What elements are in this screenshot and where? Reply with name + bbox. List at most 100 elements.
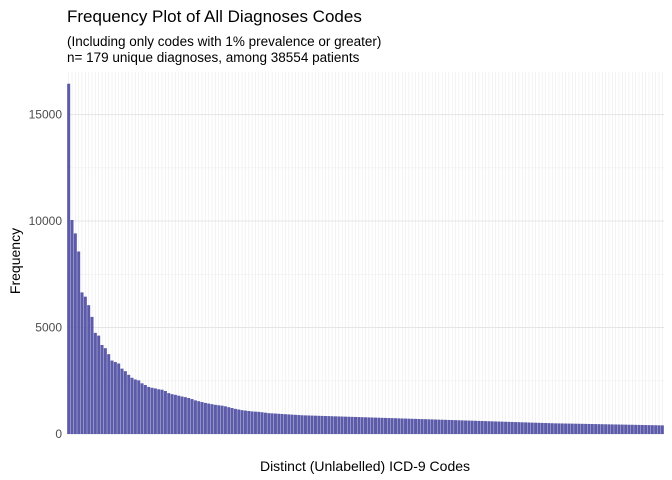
bar: [440, 419, 444, 434]
y-tick-label: 5000: [35, 321, 62, 335]
bar: [590, 424, 594, 434]
bar: [374, 417, 377, 434]
bar: [517, 422, 521, 434]
bar: [604, 424, 608, 434]
bar: [207, 403, 211, 434]
bar: [557, 423, 561, 434]
bar: [157, 389, 161, 434]
bar: [507, 421, 511, 434]
bar: [384, 417, 388, 434]
bar: [300, 415, 304, 434]
y-axis-ticks: 0 5000 10000 15000: [29, 108, 63, 441]
bar: [123, 371, 127, 434]
bar: [610, 424, 614, 434]
bar: [370, 417, 374, 434]
bar: [380, 417, 384, 434]
bar: [360, 417, 364, 434]
y-tick-label: 10000: [29, 214, 63, 228]
bar: [200, 402, 204, 434]
bar: [233, 408, 237, 434]
bar: [203, 402, 207, 434]
bar: [387, 418, 391, 434]
bar: [293, 414, 297, 434]
bar: [560, 423, 564, 434]
bar: [607, 424, 611, 434]
bar: [644, 425, 648, 434]
bar: [247, 411, 251, 434]
bar: [477, 420, 481, 434]
bar: [327, 416, 331, 434]
bar: [113, 362, 117, 434]
bar: [317, 415, 321, 434]
bar: [584, 423, 588, 434]
bar: [217, 405, 221, 434]
bar: [514, 422, 518, 434]
bar: [343, 416, 347, 434]
y-tick-label: 0: [55, 427, 62, 441]
bar: [170, 394, 174, 434]
bar: [650, 425, 654, 434]
bar: [130, 377, 134, 434]
bar: [107, 354, 111, 434]
bar: [267, 413, 271, 434]
bar: [167, 393, 171, 434]
bar: [460, 420, 464, 434]
bar: [530, 422, 534, 434]
bar: [280, 413, 284, 434]
bar: [117, 363, 121, 434]
bar: [160, 389, 164, 434]
bar: [273, 413, 277, 434]
bar: [137, 380, 141, 434]
bar: [537, 422, 541, 434]
bar: [260, 412, 264, 434]
bar: [333, 416, 337, 434]
bar: [183, 397, 187, 434]
chart-title: Frequency Plot of All Diagnoses Codes: [67, 7, 362, 26]
bar: [310, 415, 314, 434]
y-tick-label: 15000: [29, 108, 63, 122]
bar: [437, 419, 441, 434]
bar: [624, 424, 628, 434]
x-axis-label: Distinct (Unlabelled) ICD-9 Codes: [260, 458, 470, 474]
bar: [313, 415, 317, 434]
bar: [424, 419, 428, 434]
bar: [230, 408, 234, 434]
bar: [534, 422, 538, 434]
bar: [97, 335, 101, 434]
bar: [570, 423, 574, 434]
bar: [223, 406, 227, 434]
bar: [263, 412, 267, 434]
bar: [350, 416, 354, 434]
bar: [120, 368, 124, 434]
bar: [347, 416, 351, 434]
bar: [270, 413, 274, 434]
bar: [277, 413, 281, 434]
bar: [100, 344, 104, 434]
bar: [400, 418, 404, 434]
bar: [427, 419, 431, 434]
bar: [454, 420, 458, 434]
bar: [420, 419, 424, 434]
bar: [287, 414, 291, 434]
bar: [630, 424, 634, 434]
bar: [243, 410, 247, 434]
bar: [220, 405, 224, 434]
bar: [127, 374, 131, 434]
bar: [564, 423, 568, 434]
bar: [93, 332, 97, 434]
bar: [67, 83, 71, 435]
bar: [250, 411, 254, 434]
bar: [150, 387, 154, 434]
bar: [494, 421, 498, 434]
bar: [410, 418, 414, 434]
bar: [510, 421, 514, 434]
bar: [80, 292, 84, 434]
bar: [83, 296, 87, 434]
bar: [143, 385, 147, 434]
bar: [660, 425, 664, 434]
bar: [434, 419, 438, 434]
bar: [567, 423, 571, 434]
bar: [190, 399, 194, 434]
bar: [153, 388, 157, 434]
bar: [77, 251, 81, 434]
